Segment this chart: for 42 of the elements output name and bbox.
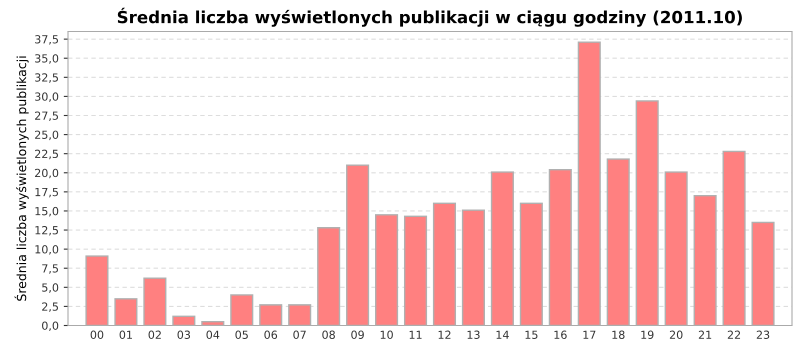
y-tick-label: 7,5 — [42, 264, 58, 274]
y-tick-label: 25,0 — [35, 130, 58, 140]
x-tick-label: 17 — [583, 330, 596, 339]
y-tick-label: 30,0 — [35, 92, 58, 102]
x-tick-label: 08 — [322, 330, 335, 339]
x-tick-label: 11 — [410, 330, 422, 339]
chart-title: Średnia liczba wyświetlonych publikacji w ciągu godziny (2011.10) — [118, 8, 742, 27]
x-tick-label: 10 — [380, 330, 393, 339]
x-tick-label: 21 — [698, 330, 712, 339]
x-tick-label: 12 — [438, 330, 450, 339]
y-tick-label: 5,0 — [42, 283, 58, 293]
y-tick-label: 37,5 — [35, 35, 58, 45]
x-tick-label: 16 — [554, 330, 567, 339]
x-tick-label: 19 — [641, 330, 654, 339]
y-tick-label: 22,5 — [35, 150, 58, 160]
y-tick-label: 20,0 — [35, 168, 58, 178]
y-tick-label: 17,5 — [35, 188, 58, 198]
x-tick-label: 23 — [756, 330, 770, 339]
x-tick-label: 00 — [90, 330, 104, 339]
x-tick-label: 05 — [235, 330, 248, 339]
x-tick-label: 09 — [351, 330, 364, 339]
x-tick-label: 13 — [468, 330, 480, 339]
x-tick-label: 04 — [206, 330, 220, 339]
x-tick-label: 07 — [293, 330, 306, 339]
x-tick-label: 02 — [148, 330, 161, 339]
y-tick-label: 27,5 — [35, 111, 58, 122]
x-tick-label: 20 — [670, 330, 682, 339]
y-tick-label: 0,0 — [42, 321, 58, 332]
x-tick-label: 03 — [178, 330, 190, 339]
y-tick-label: 12,5 — [35, 226, 58, 236]
y-tick-label: 2,5 — [42, 302, 58, 312]
x-tick-label: 22 — [728, 330, 740, 339]
x-tick-label: 14 — [496, 330, 509, 339]
x-tick-label: 18 — [612, 330, 625, 339]
x-tick-label: 15 — [526, 330, 538, 339]
y-tick-label: 35,0 — [35, 54, 58, 64]
y-tick-label: 10,0 — [35, 245, 58, 255]
y-axis-title: Średnia liczba wyświetlonych publikacji — [14, 56, 29, 301]
y-tick-label: 32,5 — [35, 73, 58, 83]
y-tick-label: 15,0 — [35, 206, 58, 216]
x-tick-label: 01 — [120, 330, 132, 339]
x-tick-label: 06 — [264, 330, 278, 339]
